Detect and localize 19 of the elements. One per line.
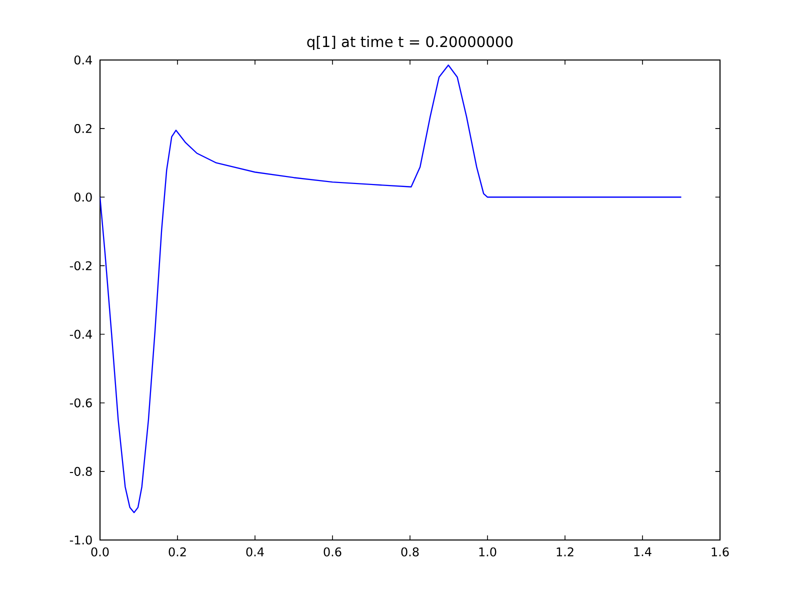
x-tick-label: 0.2 — [168, 547, 186, 556]
y-tick-label: -0.2 — [70, 261, 92, 270]
line-series — [100, 64, 682, 514]
x-tick-label: 1.2 — [556, 547, 574, 556]
y-tick-label: 0.4 — [74, 55, 92, 65]
x-tick-label: 0.0 — [91, 547, 109, 556]
x-tick-label: 1.6 — [712, 547, 729, 556]
x-tick-label: 0.4 — [246, 547, 264, 556]
x-tick-label: 0.8 — [401, 547, 419, 556]
chart-title: q[1] at time t = 0.20000000 — [307, 36, 513, 50]
x-tick-label: 1.4 — [634, 547, 652, 556]
y-tick-label: -0.4 — [70, 330, 92, 339]
y-tick-label: -0.8 — [70, 466, 92, 476]
y-tick-label: -0.6 — [70, 398, 92, 408]
y-tick-label: 0.0 — [74, 192, 92, 202]
x-tick-label: 0.6 — [324, 547, 342, 556]
y-tick-label: 0.2 — [74, 124, 92, 134]
y-tick-label: -1.0 — [70, 535, 92, 545]
x-tick-label: 1.0 — [479, 547, 496, 556]
